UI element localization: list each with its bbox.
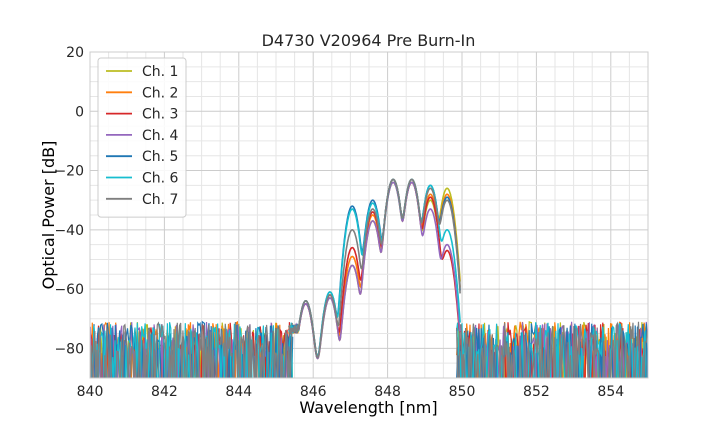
y-tick-label: 20 [66, 45, 84, 61]
legend-label: Ch. 7 [142, 192, 178, 208]
legend: Ch. 1 Ch. 2 Ch. 3 Ch. 4 Ch. 5 Ch. 6 Ch. 7 [97, 57, 187, 218]
x-tick-label: 854 [597, 384, 624, 400]
x-tick-label: 850 [449, 384, 476, 400]
legend-label: Ch. 6 [142, 171, 179, 187]
legend-label: Ch. 5 [142, 149, 178, 165]
tick-labels: 840 842 844 846 848 850 852 854 20 0 −20 −40 −60 −80 [54, 45, 624, 400]
x-axis-title: Wavelength [nm] [299, 398, 437, 417]
series-line-7 [288, 178, 461, 359]
legend-label: Ch. 1 [142, 64, 178, 80]
noise-trace-right [456, 321, 648, 378]
noise-floor [90, 320, 648, 378]
noise-trace-left [92, 320, 294, 378]
y-axis-title: Optical Power [dB] [39, 141, 58, 290]
legend-label: Ch. 4 [142, 128, 179, 144]
chart-title: D4730 V20964 Pre Burn-In [262, 31, 476, 50]
plot-frame [89, 51, 649, 379]
y-tick-label: −60 [54, 282, 84, 298]
y-tick-label: −40 [54, 223, 84, 239]
x-tick-label: 840 [77, 384, 104, 400]
x-tick-label: 844 [225, 384, 252, 400]
noise-trace-left [90, 322, 293, 378]
noise-trace-left [90, 321, 293, 378]
legend-label: Ch. 3 [142, 107, 178, 123]
y-tick-label: 0 [75, 104, 84, 120]
x-tick-label: 848 [374, 384, 401, 400]
x-tick-label: 846 [300, 384, 327, 400]
y-tick-label: −20 [54, 164, 84, 180]
x-tick-label: 842 [151, 384, 178, 400]
legend-label: Ch. 2 [142, 85, 178, 101]
x-tick-label: 852 [523, 384, 550, 400]
y-tick-label: −80 [54, 341, 84, 357]
series-lines [288, 178, 461, 360]
series-line-4 [288, 181, 461, 360]
